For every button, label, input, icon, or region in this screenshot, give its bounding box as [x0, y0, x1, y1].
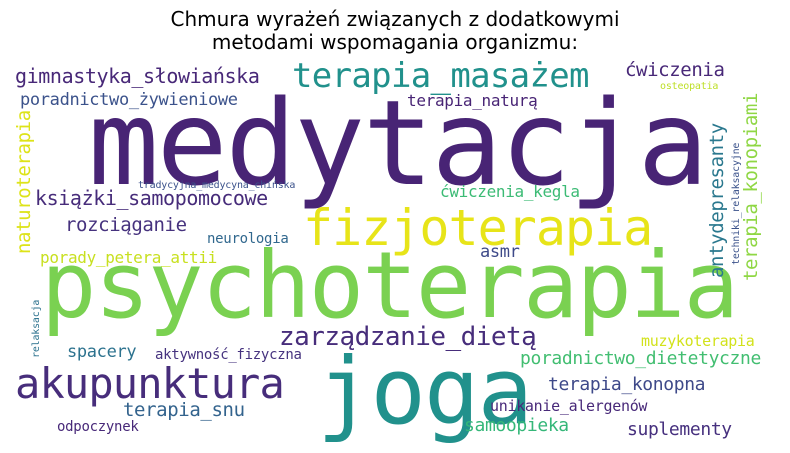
title-line-2: metodami wspomagania organizmu:	[211, 30, 579, 54]
word-terapia-masazem: terapia_masażem	[292, 56, 590, 96]
title-line-1: Chmura wyrażeń związanych z dodatkowymi	[170, 7, 620, 31]
word-joga: joga	[317, 338, 533, 445]
word-techniki-relaksacyjne: techniki_relaksacyjne	[731, 142, 742, 265]
word-rozciaganie: rozciąganie	[65, 214, 187, 236]
word-neurologia: neurologia	[207, 231, 289, 247]
word-muzykoterapia: muzykoterapia	[641, 332, 755, 350]
word-akupunktura: akupunktura	[15, 359, 285, 408]
word-psychoterapia: psychoterapia	[41, 232, 739, 339]
word-spacery: spacery	[67, 342, 137, 362]
word-terapia-natura: terapia_naturą	[407, 91, 538, 110]
word-cwiczenia-kegla: ćwiczenia_kegla	[440, 182, 580, 201]
word-terapia-snu: terapia_snu	[123, 399, 245, 421]
word-osteopatia: osteopatia	[660, 81, 719, 92]
chart-title: Chmura wyrażeń związanych z dodatkowymi …	[0, 8, 790, 54]
word-zarzadzanie-dieta: zarządzanie_dietą	[279, 322, 537, 352]
word-relaksacja: relaksacja	[31, 299, 42, 358]
word-unikanie-alergenow: unikanie_alergenów	[490, 397, 648, 415]
word-gimnastyka: gimnastyka_słowiańska	[15, 64, 260, 88]
word-terapia-konopiami: terapia_konopiami	[740, 92, 762, 281]
word-cwiczenia: ćwiczenia	[625, 59, 725, 81]
word-medytacja: medytacja	[88, 74, 709, 212]
word-poradnictwo-zywieniowe: poradnictwo_żywieniowe	[20, 90, 238, 110]
word-odpoczynek: odpoczynek	[57, 419, 139, 435]
word-naturoterapia: naturoterapia	[13, 110, 35, 254]
word-aktywnosc-fizyczna: aktywność_fizyczna	[155, 347, 302, 363]
word-terapia-konopna: terapia_konopna	[548, 374, 706, 395]
word-asmr: asmr	[480, 242, 520, 262]
word-suplementy: suplementy	[627, 419, 732, 440]
word-poradnictwo-dietetyczne: poradnictwo_dietetyczne	[520, 348, 761, 369]
word-tradycyjna-medycyna-chinska: tradycyjna_medycyna_chińska	[138, 180, 296, 191]
word-ksiazki: książki_samopomocowe	[35, 186, 268, 210]
word-fizjoterapia: fizjoterapia	[303, 199, 653, 257]
word-antydepresanty: antydepresanty	[706, 123, 728, 278]
word-samoopieka: samoopieka	[464, 415, 569, 436]
word-porady-petera-attii: porady_petera_attii	[40, 248, 217, 267]
word-cloud: medytacja psychoterapia fizjoterapia jog…	[13, 56, 785, 448]
